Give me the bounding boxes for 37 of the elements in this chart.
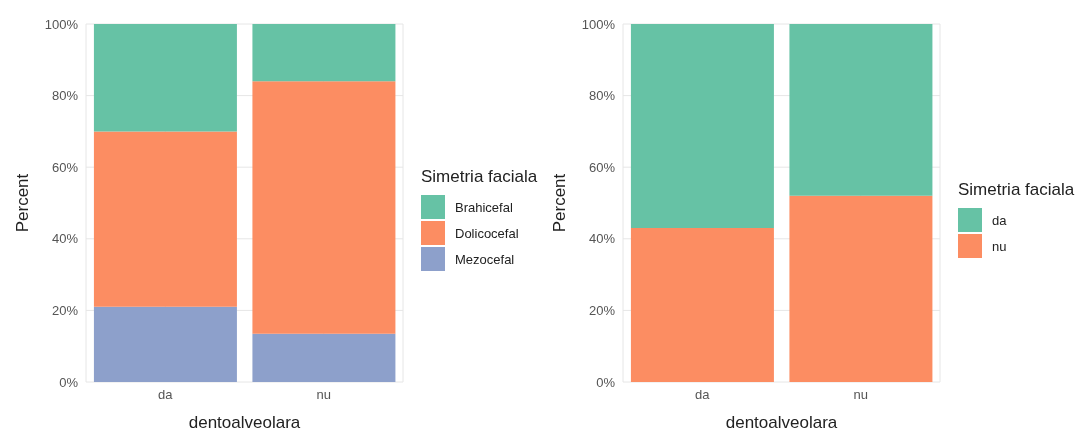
bar <box>252 24 396 82</box>
x-tick-label: nu <box>316 387 331 403</box>
y-axis-title: Percent <box>550 173 570 233</box>
bar <box>93 24 237 132</box>
y-tick-label: 0% <box>596 374 616 390</box>
bar <box>630 228 774 382</box>
bar <box>93 306 237 382</box>
x-axis-title: dentoalveolara <box>188 413 301 432</box>
y-tick-label: 20% <box>51 303 79 319</box>
bar <box>789 195 933 382</box>
y-tick-label: 100% <box>44 16 79 32</box>
legend-label: da <box>992 212 1007 228</box>
legend-label: Mezocefal <box>455 251 515 267</box>
bar <box>789 24 933 196</box>
y-tick-label: 40% <box>51 231 79 247</box>
x-axis-title: dentoalveolara <box>725 413 838 432</box>
bar <box>252 333 396 382</box>
y-tick-label: 60% <box>588 159 616 175</box>
y-tick-label: 0% <box>59 374 79 390</box>
legend-label: Brahicefal <box>455 199 513 215</box>
y-tick-label: 80% <box>51 88 79 104</box>
legend-label: nu <box>992 238 1007 254</box>
y-tick-label: 60% <box>51 159 79 175</box>
bar <box>630 24 774 229</box>
bar <box>252 81 396 334</box>
y-tick-label: 20% <box>588 303 616 319</box>
x-tick-label: nu <box>853 387 868 403</box>
legend-title: Simetria faciala <box>421 167 538 187</box>
y-tick-label: 40% <box>588 231 616 247</box>
bar <box>93 131 237 307</box>
y-tick-label: 100% <box>581 16 616 32</box>
y-axis-title: Percent <box>13 173 33 233</box>
x-tick-label: da <box>695 387 711 403</box>
y-tick-label: 80% <box>588 88 616 104</box>
x-tick-label: da <box>158 387 174 403</box>
legend-label: Dolicocefal <box>455 225 519 241</box>
legend-title: Simetria faciala <box>958 180 1075 200</box>
